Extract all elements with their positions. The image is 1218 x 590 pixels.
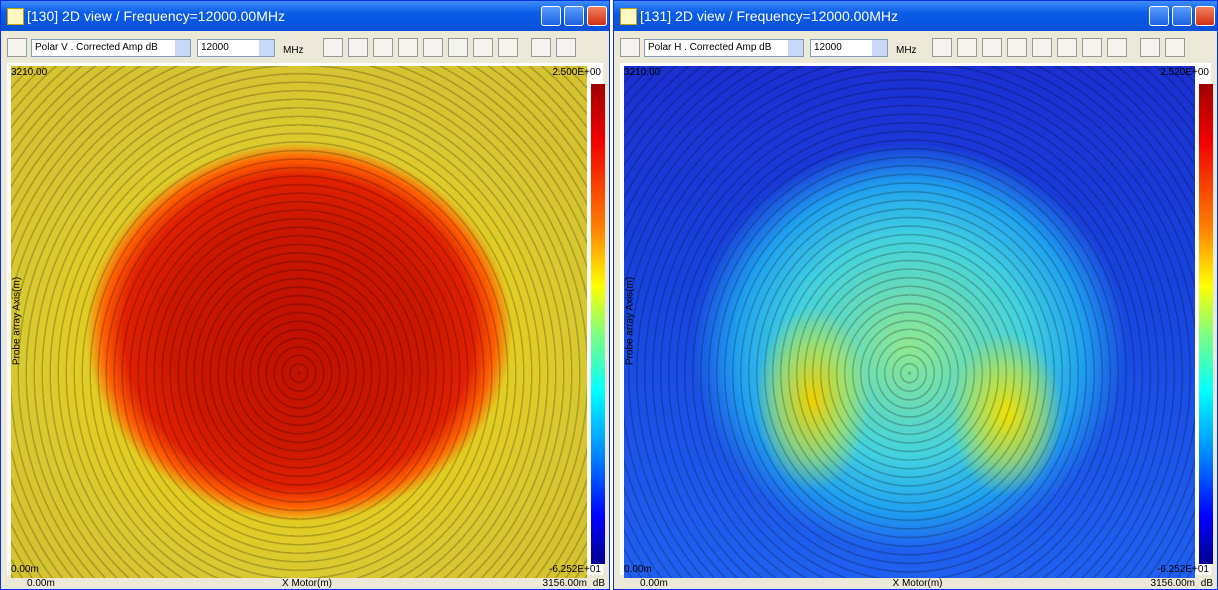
close-button[interactable] <box>587 6 607 26</box>
dropdown-arrow <box>259 40 274 56</box>
colorbar-max-label: 2.520E+00 <box>1160 67 1209 78</box>
refresh-button[interactable] <box>7 38 27 57</box>
colorbar <box>591 84 605 564</box>
dropdown-value: Polar H . Corrected Amp dB <box>648 42 771 53</box>
title-bar: [131] 2D view / Frequency=12000.00MHz <box>614 1 1217 31</box>
dropdown-arrow <box>788 40 803 56</box>
toolbar: Polar V . Corrected Amp dB 12000 MHz <box>1 34 609 62</box>
frequency-dropdown[interactable]: 12000 <box>197 39 275 57</box>
colorbar-unit: dB <box>1201 578 1213 589</box>
colorbar-min-label: -6.252E+01 <box>549 564 601 575</box>
component-dropdown[interactable]: Polar H . Corrected Amp dB <box>644 39 804 57</box>
window-title: [131] 2D view / Frequency=12000.00MHz <box>640 1 898 31</box>
minimize-button[interactable] <box>541 6 561 26</box>
toolbar-button[interactable] <box>1057 38 1077 57</box>
toolbar-button[interactable] <box>957 38 977 57</box>
toolbar-button[interactable] <box>1107 38 1127 57</box>
colorbar-max-label: 2.500E+00 <box>552 67 601 78</box>
unit-label: MHz <box>283 45 304 56</box>
x-max-label: 3156.00m <box>543 578 587 589</box>
toolbar-button[interactable] <box>1032 38 1052 57</box>
refresh-button[interactable] <box>620 38 640 57</box>
y-axis-label: Probe array Axis(m) <box>12 277 23 365</box>
x-min-label: 0.00m <box>27 578 55 589</box>
dropdown-arrow <box>175 40 190 56</box>
title-bar: [130] 2D view / Frequency=12000.00MHz <box>1 1 609 31</box>
colorbar <box>1199 84 1213 564</box>
desktop: [130] 2D view / Frequency=12000.00MHz Po… <box>0 0 1218 590</box>
toolbar-button[interactable] <box>473 38 493 57</box>
y-max-label: 3210.00 <box>624 67 660 78</box>
x-min-label: 0.00m <box>640 578 668 589</box>
toolbar-button[interactable] <box>1082 38 1102 57</box>
toolbar-button[interactable] <box>398 38 418 57</box>
x-max-label: 3156.00m <box>1151 578 1195 589</box>
toolbar-button[interactable] <box>348 38 368 57</box>
y-min-label: 0.00m <box>624 564 652 575</box>
window-title: [130] 2D view / Frequency=12000.00MHz <box>27 1 285 31</box>
toolbar-button[interactable] <box>448 38 468 57</box>
toolbar: Polar H . Corrected Amp dB 12000 MHz <box>614 34 1217 62</box>
toolbar-button[interactable] <box>932 38 952 57</box>
y-axis-label: Probe array Axis(m) <box>625 277 636 365</box>
plot-window: [130] 2D view / Frequency=12000.00MHz Po… <box>0 0 610 590</box>
toolbar-button[interactable] <box>1165 38 1185 57</box>
toolbar-button[interactable] <box>531 38 551 57</box>
heatmap <box>11 66 587 578</box>
close-button[interactable] <box>1195 6 1215 26</box>
app-icon <box>620 8 637 25</box>
toolbar-button[interactable] <box>373 38 393 57</box>
app-icon <box>7 8 24 25</box>
maximize-button[interactable] <box>564 6 584 26</box>
y-min-label: 0.00m <box>11 564 39 575</box>
dropdown-value: 12000 <box>814 42 842 53</box>
toolbar-button[interactable] <box>1140 38 1160 57</box>
toolbar-button[interactable] <box>498 38 518 57</box>
y-max-label: 3210.00 <box>11 67 47 78</box>
component-dropdown[interactable]: Polar V . Corrected Amp dB <box>31 39 191 57</box>
dropdown-arrow <box>872 40 887 56</box>
heatmap <box>624 66 1195 578</box>
dropdown-value: 12000 <box>201 42 229 53</box>
heatmap-texture <box>624 66 1195 578</box>
plot-window: [131] 2D view / Frequency=12000.00MHz Po… <box>613 0 1218 590</box>
x-axis-label: X Motor(m) <box>282 578 332 589</box>
dropdown-value: Polar V . Corrected Amp dB <box>35 42 158 53</box>
heatmap-texture <box>11 66 587 578</box>
colorbar-min-label: -6.252E+01 <box>1157 564 1209 575</box>
frequency-dropdown[interactable]: 12000 <box>810 39 888 57</box>
x-axis-label: X Motor(m) <box>893 578 943 589</box>
toolbar-button[interactable] <box>323 38 343 57</box>
toolbar-button[interactable] <box>423 38 443 57</box>
minimize-button[interactable] <box>1149 6 1169 26</box>
toolbar-button[interactable] <box>982 38 1002 57</box>
unit-label: MHz <box>896 45 917 56</box>
maximize-button[interactable] <box>1172 6 1192 26</box>
toolbar-button[interactable] <box>556 38 576 57</box>
toolbar-button[interactable] <box>1007 38 1027 57</box>
colorbar-unit: dB <box>593 578 605 589</box>
